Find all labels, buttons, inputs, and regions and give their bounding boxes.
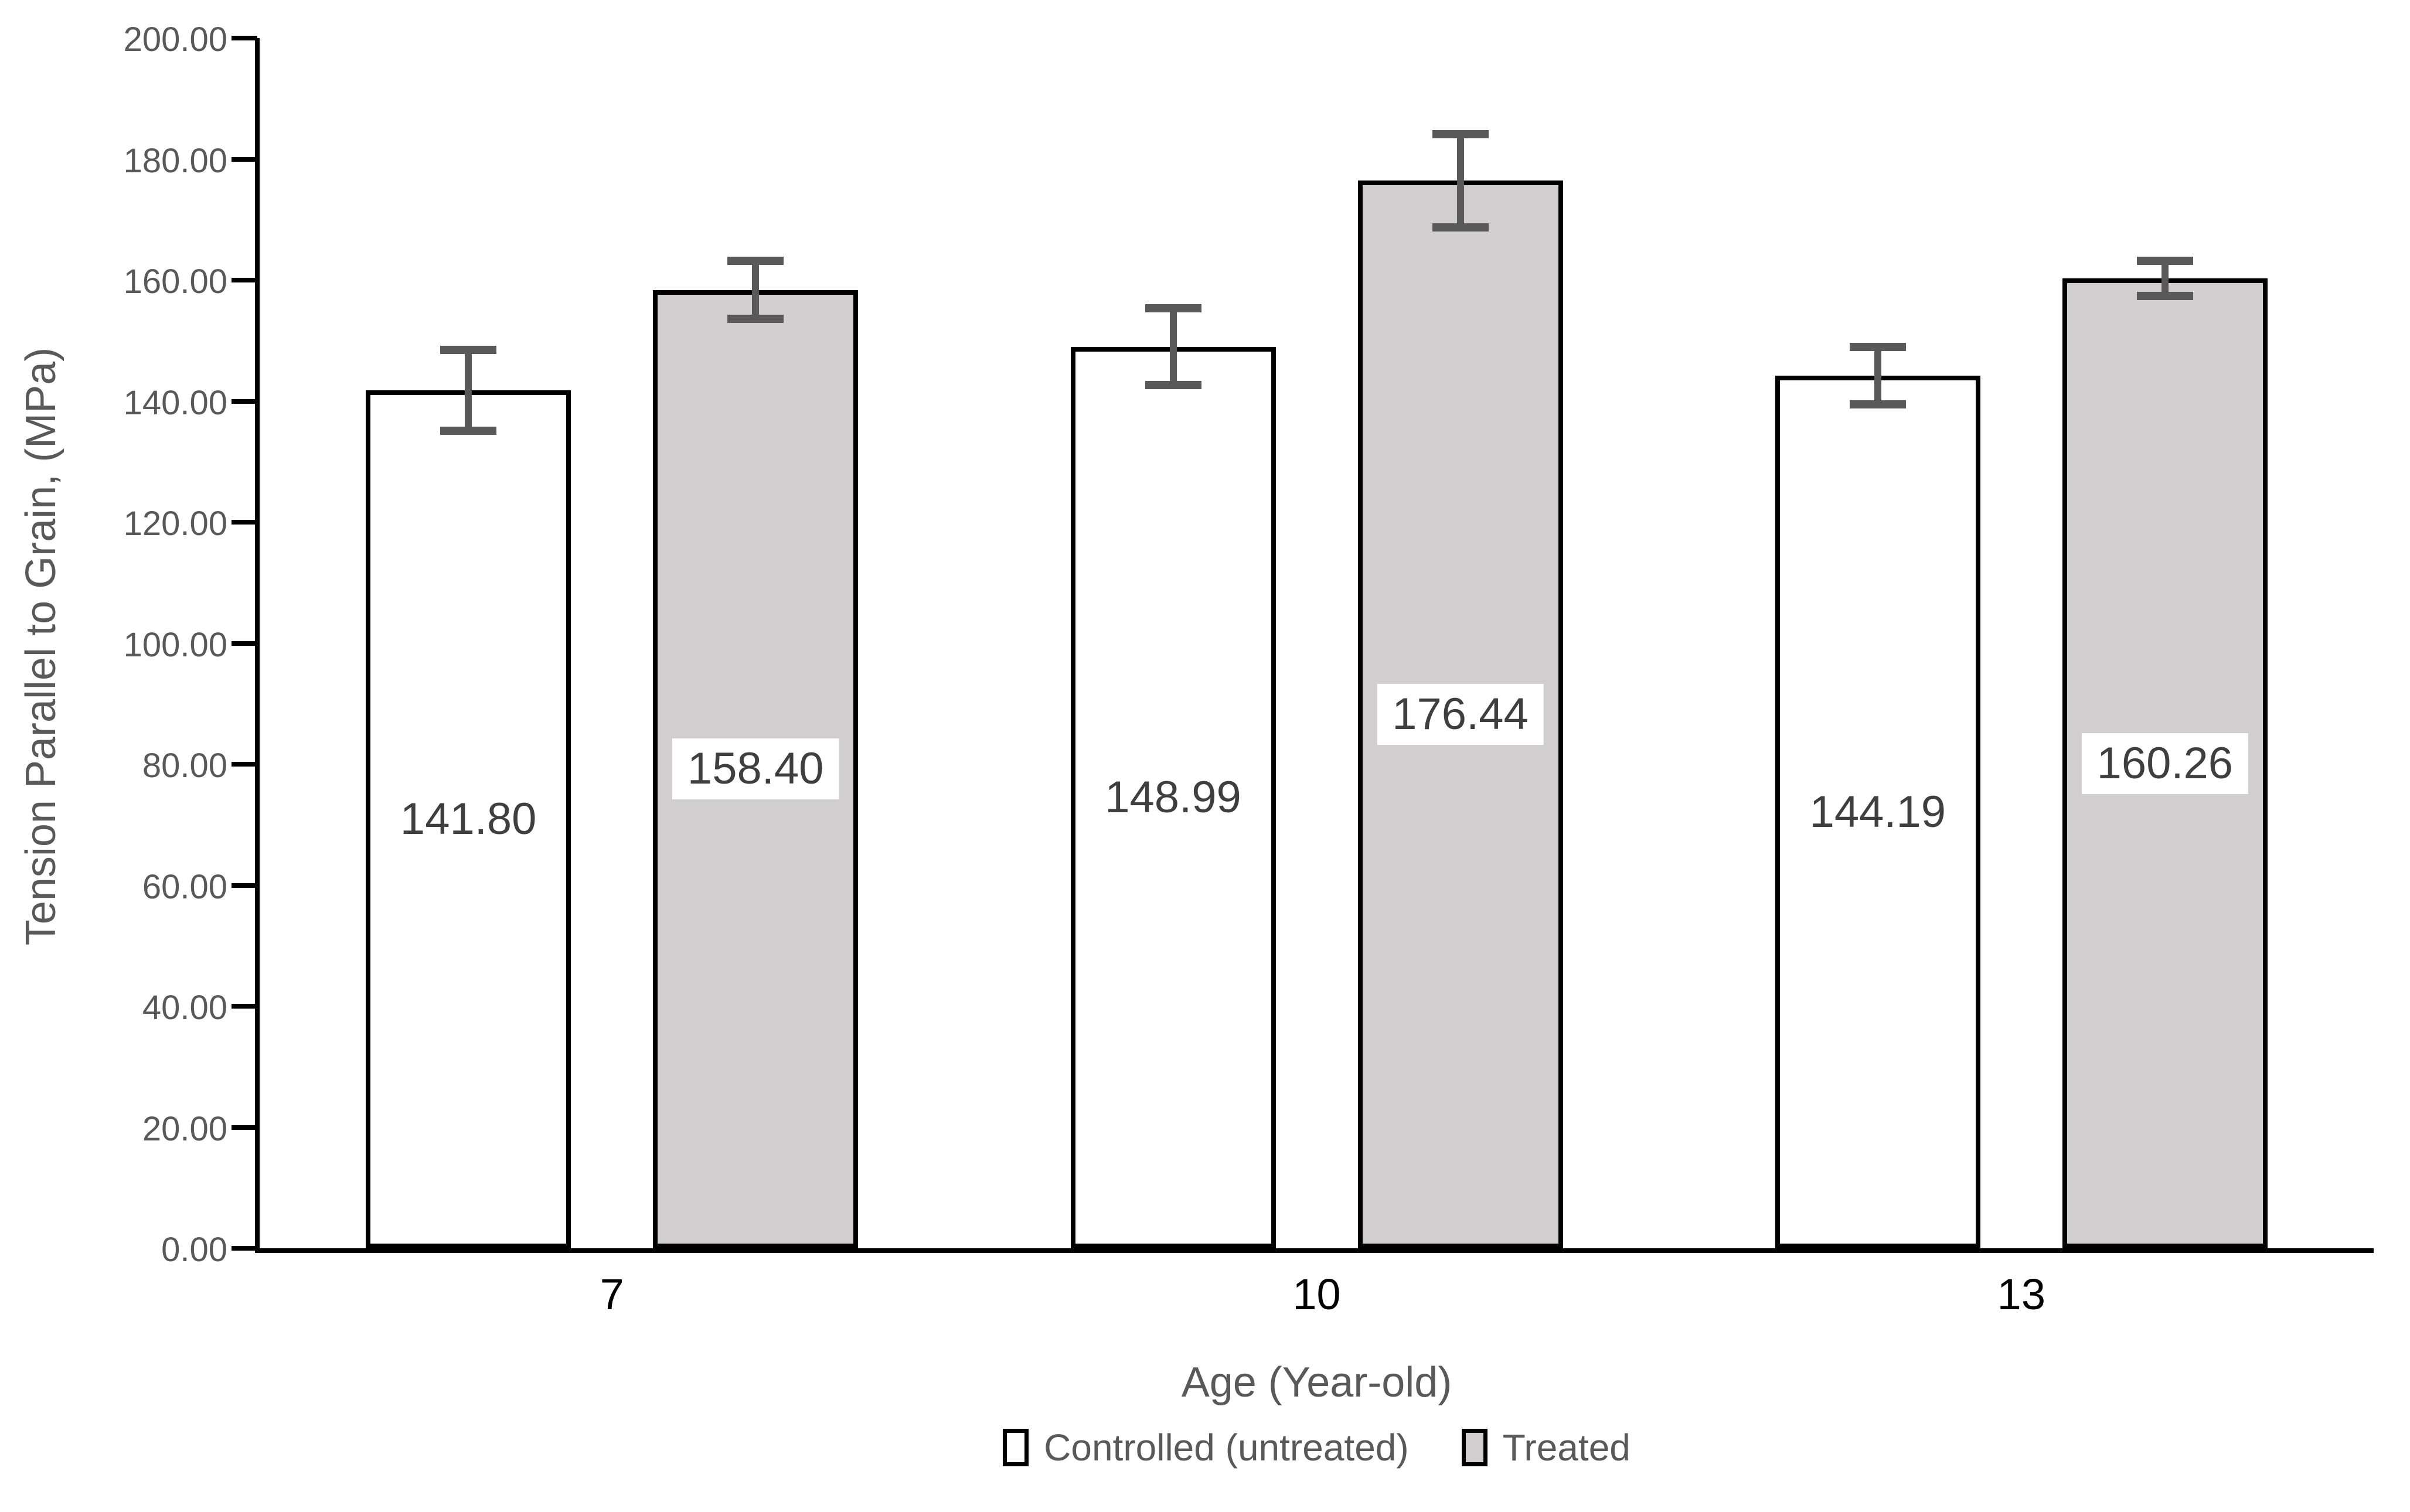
bar-treated-7: 158.40 <box>653 290 859 1248</box>
error-bar <box>1874 343 1881 408</box>
legend-swatch-treated <box>1461 1429 1487 1466</box>
legend-item-treated: Treated <box>1461 1426 1631 1469</box>
error-bar <box>752 256 760 323</box>
x-axis-title: Age (Year-old) <box>1181 1359 1452 1406</box>
bar-controlled-13: 144.19 <box>1775 376 1980 1248</box>
error-bar <box>1456 130 1464 231</box>
y-axis-tick <box>232 520 257 525</box>
bar-treated-10: 176.44 <box>1357 181 1563 1248</box>
bar-value-label: 141.80 <box>384 788 552 850</box>
bar-value-label: 144.19 <box>1794 781 1962 843</box>
bar-controlled-10: 148.99 <box>1070 346 1276 1248</box>
y-axis-tick-label: 180.00 <box>123 141 227 180</box>
y-axis-tick-label: 0.00 <box>161 1231 227 1269</box>
legend-label: Controlled (untreated) <box>1044 1426 1409 1469</box>
y-axis-tick-label: 140.00 <box>123 383 227 422</box>
bar-value-label: 158.40 <box>672 738 839 800</box>
bar-controlled-7: 141.80 <box>366 390 571 1248</box>
x-axis-line <box>255 1248 2374 1253</box>
bar-value-label: 148.99 <box>1090 767 1257 828</box>
y-axis-tick <box>232 156 257 162</box>
y-axis-tick <box>232 36 257 40</box>
y-axis-tick <box>232 399 257 404</box>
x-axis-category-label: 13 <box>1997 1270 2045 1319</box>
x-axis-category-label: 10 <box>1292 1270 1341 1319</box>
legend-item-controlled: Controlled (untreated) <box>1003 1429 1409 1466</box>
y-axis-tick-label: 160.00 <box>123 263 227 301</box>
error-bar <box>465 345 472 435</box>
plot-area: 141.80 158.40 148.99 176.44 144.19 160.26 <box>260 38 2374 1248</box>
y-axis-tick <box>232 762 257 767</box>
y-axis-tick <box>232 883 257 888</box>
y-axis-tick-label: 120.00 <box>123 505 227 543</box>
y-axis-tick <box>232 1125 257 1130</box>
bar-treated-13: 160.26 <box>2062 278 2268 1248</box>
y-axis-tick <box>232 1004 257 1009</box>
error-bar <box>2161 257 2169 301</box>
bar-value-label: 176.44 <box>1377 684 1544 745</box>
legend: Controlled (untreated) Treated <box>260 1429 2374 1466</box>
error-bar <box>1169 304 1177 389</box>
y-axis-tick <box>232 641 257 646</box>
y-axis-tick-label: 80.00 <box>142 747 227 785</box>
bar-value-label: 160.26 <box>2081 733 2249 794</box>
legend-label: Treated <box>1502 1426 1631 1469</box>
x-axis-category-label: 7 <box>600 1270 624 1319</box>
y-axis-tick-label: 60.00 <box>142 867 227 906</box>
y-axis-line <box>255 38 260 1253</box>
y-axis-tick-label: 40.00 <box>142 989 227 1027</box>
y-axis-tick <box>232 1246 257 1251</box>
y-axis-tick-label: 100.00 <box>123 625 227 664</box>
y-axis-tick <box>232 278 257 282</box>
y-axis-tick-label: 20.00 <box>142 1109 227 1148</box>
legend-swatch-controlled <box>1003 1429 1029 1466</box>
y-axis-tick-label: 200.00 <box>123 21 227 59</box>
